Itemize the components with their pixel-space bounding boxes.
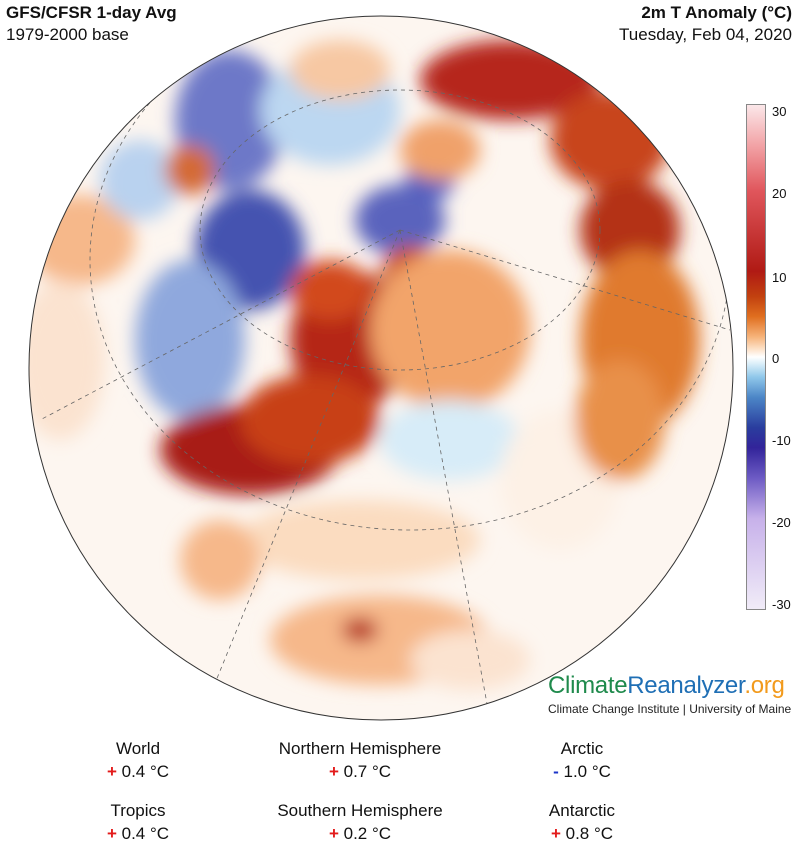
credit-line: Climate Change Institute | University of… [548, 702, 792, 716]
colorbar-tick: -10 [772, 433, 791, 448]
stat-name: Northern Hemisphere [278, 739, 442, 758]
stat-sign: - [553, 762, 559, 781]
climate-reanalyzer-logo[interactable]: ClimateReanalyzer.org [548, 672, 785, 700]
colorbar-tick: -30 [772, 597, 791, 612]
stat-sign: + [106, 762, 117, 781]
stat-name: Tropics [110, 801, 166, 820]
stat-value: 1.0 °C [563, 762, 611, 781]
stat-value: 0.7 °C [343, 762, 392, 781]
stat-name: World [115, 739, 161, 758]
colorbar-tick: 0 [772, 351, 780, 366]
stat-arctic: Arctic - 1.0 °C [462, 738, 702, 783]
logo-part: .org [744, 672, 785, 699]
title-right: 2m T Anomaly (°C) [641, 3, 792, 22]
date-label: Tuesday, Feb 04, 2020 [619, 25, 792, 44]
stat-name: Southern Hemisphere [277, 801, 443, 820]
colorbar-tick: 30 [772, 104, 787, 119]
stat-sign: + [328, 762, 339, 781]
stat-value: 0.8 °C [565, 824, 614, 843]
colorbar [746, 104, 766, 610]
stat-sign: + [550, 824, 561, 843]
stat-world: World + 0.4 °C [18, 738, 258, 783]
stat-name: Arctic [560, 739, 604, 758]
title-left: GFS/CFSR 1-day Avg [6, 3, 177, 22]
stat-tropics: Tropics + 0.4 °C [18, 800, 258, 845]
stat-sign: + [106, 824, 117, 843]
subtitle-left: 1979-2000 base [6, 25, 129, 44]
colorbar-tick: 10 [772, 270, 787, 285]
logo-part: Reanalyzer [627, 672, 745, 699]
stat-northern-hemisphere: Northern Hemisphere + 0.7 °C [240, 738, 480, 783]
stat-value: 0.4 °C [121, 762, 170, 781]
colorbar-tick: -20 [772, 515, 791, 530]
stat-antarctic: Antarctic + 0.8 °C [462, 800, 702, 845]
stat-value: 0.2 °C [343, 824, 392, 843]
stat-southern-hemisphere: Southern Hemisphere + 0.2 °C [240, 800, 480, 845]
stat-name: Antarctic [548, 801, 616, 820]
stat-sign: + [328, 824, 339, 843]
stat-value: 0.4 °C [121, 824, 170, 843]
colorbar-tick: 20 [772, 186, 787, 201]
logo-part: Climate [548, 672, 628, 699]
